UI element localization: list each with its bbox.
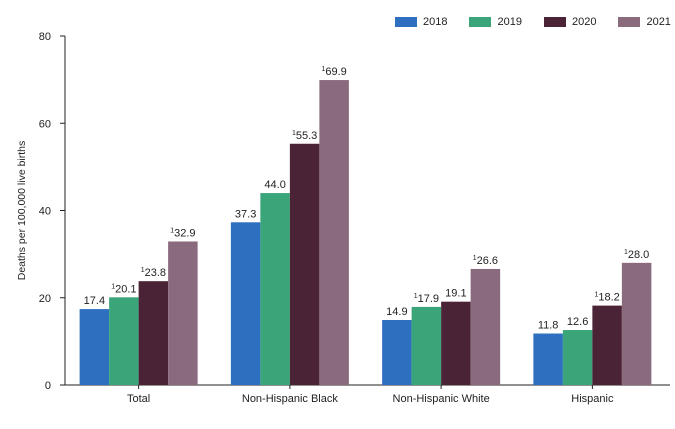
bar bbox=[260, 193, 290, 385]
bar-value-label: 37.3 bbox=[235, 208, 256, 220]
legend-label-2020: 2020 bbox=[571, 16, 597, 28]
bar bbox=[592, 305, 622, 385]
bar bbox=[289, 143, 320, 385]
bar bbox=[562, 330, 593, 385]
bar-value-label: 123.8 bbox=[141, 267, 166, 279]
bar bbox=[79, 309, 110, 385]
bar-value-label: 120.1 bbox=[111, 283, 136, 295]
bar-value-label: 12.6 bbox=[567, 316, 588, 328]
legend-swatch-2018 bbox=[395, 17, 417, 27]
legend-item-2021: 2021 bbox=[618, 16, 671, 28]
legend: 2018 2019 2020 2021 bbox=[395, 16, 671, 28]
y-tick-label: 0 bbox=[45, 380, 51, 392]
legend-swatch-2021 bbox=[618, 17, 641, 27]
bar-value-label: 11.8 bbox=[538, 320, 559, 332]
bars bbox=[79, 80, 652, 385]
bar bbox=[230, 222, 261, 385]
bar-value-label: 169.9 bbox=[321, 66, 346, 78]
x-tick-label: Non-Hispanic Black bbox=[242, 393, 338, 405]
bar bbox=[441, 301, 471, 385]
x-tick-label: Total bbox=[127, 393, 150, 405]
y-tick-label: 80 bbox=[39, 31, 51, 43]
bar bbox=[138, 281, 169, 385]
bar-value-label: 17.4 bbox=[84, 295, 105, 307]
y-tick-label: 40 bbox=[39, 206, 51, 218]
legend-item-2020: 2020 bbox=[543, 16, 597, 28]
bar bbox=[470, 268, 501, 385]
legend-label-2019: 2019 bbox=[497, 16, 522, 28]
legend-item-2018: 2018 bbox=[395, 16, 447, 28]
legend-swatch-2020 bbox=[543, 17, 566, 27]
y-tick-label: 20 bbox=[39, 293, 51, 305]
bar-value-label: 44.0 bbox=[264, 179, 285, 191]
legend-label-2021: 2021 bbox=[646, 16, 671, 28]
bar-value-label: 132.9 bbox=[170, 227, 195, 239]
legend-label-2018: 2018 bbox=[423, 16, 448, 28]
bar bbox=[168, 241, 198, 385]
bar-value-label: 14.9 bbox=[386, 306, 407, 318]
bar bbox=[109, 297, 139, 385]
bar bbox=[382, 319, 412, 385]
data-labels: 17.4 120.1 123.8 132.9 37.3 44.0 155.3 169.9 14.… bbox=[84, 66, 650, 331]
y-axis-title: Deaths per 100,000 live births bbox=[16, 141, 28, 281]
legend-swatch-2019 bbox=[469, 17, 492, 27]
y-tick-label: 60 bbox=[39, 118, 51, 130]
axes: 0 20 40 60 80 Deaths per 100,000 live births T… bbox=[16, 31, 670, 405]
bar-value-label: 118.2 bbox=[594, 292, 619, 304]
bar bbox=[411, 306, 442, 385]
bar-value-label: 19.1 bbox=[445, 288, 466, 300]
bar-value-label: 117.9 bbox=[414, 293, 439, 305]
bar-value-label: 155.3 bbox=[292, 130, 317, 142]
bar-value-label: 128.0 bbox=[624, 249, 649, 261]
x-tick-label: Hispanic bbox=[571, 393, 614, 405]
bar bbox=[533, 333, 563, 385]
x-tick-label: Non-Hispanic White bbox=[393, 393, 490, 405]
bar-value-label: 126.6 bbox=[473, 255, 498, 267]
bar bbox=[319, 80, 349, 385]
legend-item-2019: 2019 bbox=[469, 16, 522, 28]
bar bbox=[621, 262, 652, 385]
